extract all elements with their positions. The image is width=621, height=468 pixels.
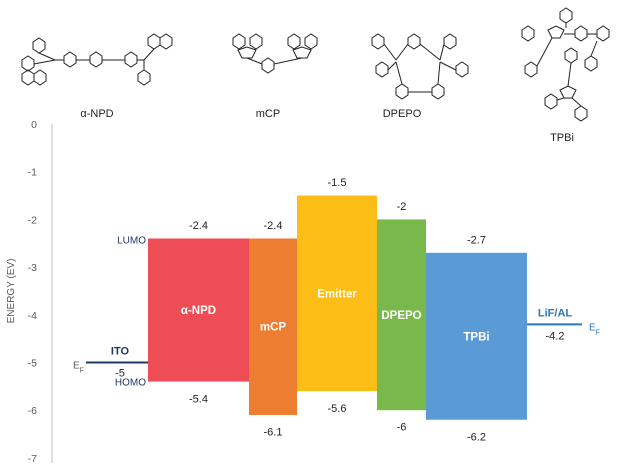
molecule-label-2: DPEPO [383, 108, 422, 120]
molecule-label-1: mCP [256, 108, 280, 120]
lifal-label: LiF/AL [538, 307, 572, 319]
y-tick-label: -1 [28, 167, 37, 179]
lumo-value-label: -2 [397, 201, 407, 213]
y-tick-label: -4 [28, 310, 37, 322]
lumo-value-label: -2.4 [189, 220, 208, 232]
layer-bar-emitter [297, 195, 377, 392]
y-tick-label: -3 [28, 262, 37, 274]
layer-name: TPBi [463, 331, 489, 343]
y-tick-label: -7 [28, 453, 37, 463]
ito-fermi-symbol: EF [73, 361, 84, 375]
homo-value-label: -6.2 [467, 431, 486, 443]
molecule-label-0: α-NPD [80, 108, 113, 120]
homo-value-label: -5.6 [328, 403, 347, 415]
layer-bar-dpepo [377, 219, 426, 411]
homo-value-label: -6.1 [264, 427, 283, 439]
layer-name: mCP [260, 322, 287, 334]
ito-value-label: -5 [115, 368, 125, 380]
lumo-label: LUMO [117, 235, 146, 246]
layer-bar-mcp [249, 238, 297, 415]
layer-name: DPEPO [381, 310, 421, 322]
alpha-npd-structure-icon [21, 33, 173, 86]
layer-name: α-NPD [181, 305, 216, 317]
lumo-value-label: -1.5 [328, 177, 347, 189]
ito-label: ITO [111, 346, 130, 358]
lifal-value-label: -4.2 [546, 330, 565, 342]
lumo-value-label: -2.4 [264, 220, 283, 232]
y-axis-label: ENERGY (EV) [6, 259, 17, 324]
tpbi-structure-icon [521, 7, 610, 122]
layer-name: Emitter [317, 288, 357, 300]
y-tick-label: -2 [28, 214, 37, 226]
layer-bar-npd [148, 238, 249, 382]
lifal-fermi-symbol: EF [589, 322, 600, 336]
homo-value-label: -5.4 [189, 393, 208, 405]
y-tick-label: 0 [31, 119, 37, 131]
molecule-label-3: TPBi [550, 132, 574, 144]
homo-label: HOMO [115, 378, 146, 389]
homo-value-label: -6 [397, 421, 407, 433]
dpepo-structure-icon [371, 33, 469, 100]
layer-bar-tpbi [426, 252, 527, 420]
y-tick-label: -5 [28, 358, 37, 370]
y-tick-label: -6 [28, 405, 37, 417]
lumo-value-label: -2.7 [467, 234, 486, 246]
mcp-structure-icon [232, 33, 318, 74]
